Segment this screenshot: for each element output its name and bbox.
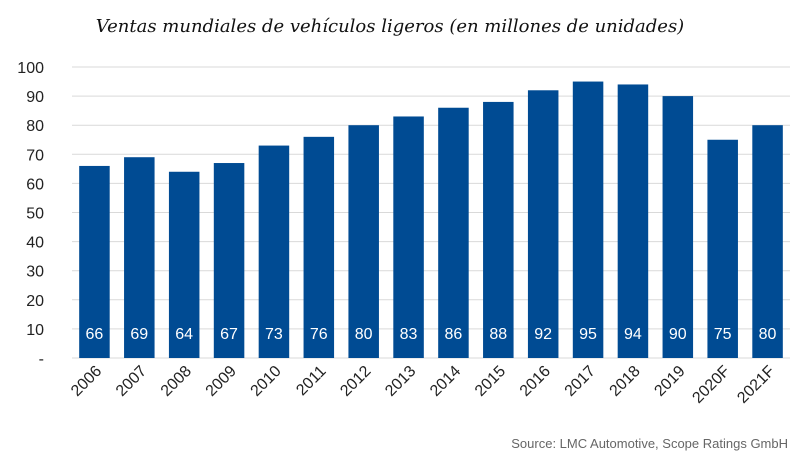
data-label: 76: [310, 326, 328, 343]
x-tick-label: 2009: [203, 363, 240, 400]
bar: [752, 125, 783, 358]
data-label: 80: [759, 326, 777, 343]
bar: [393, 116, 424, 358]
x-tick-label: 2010: [248, 363, 285, 400]
data-labels: 66 69 64 67 73 76 80 83 86 88 92 95 94 90 75 80: [86, 326, 777, 343]
y-tick-label: 80: [26, 118, 44, 135]
y-tick-label: 90: [26, 89, 44, 106]
x-axis-ticks: 2006 2007 2008 2009 2010 2011 2012 2013 2014 2015…: [68, 363, 778, 407]
y-tick-label: 60: [26, 176, 44, 193]
data-label: 94: [624, 326, 642, 343]
bar: [258, 145, 290, 358]
bars: [79, 81, 783, 359]
y-axis-ticks: - 10 20 30 40 50 60 70 80 90 100: [17, 60, 44, 368]
y-tick-label: 20: [26, 293, 44, 310]
x-tick-label: 2016: [517, 363, 554, 400]
x-tick-label: 2006: [68, 363, 105, 400]
bar: [438, 107, 469, 359]
x-tick-label: 2011: [293, 363, 329, 399]
x-tick-label: 2012: [337, 363, 374, 400]
bar: [213, 163, 245, 358]
chart-title: Ventas mundiales de vehículos ligeros (e…: [95, 16, 685, 37]
data-label: 83: [400, 326, 418, 343]
bar: [79, 165, 110, 358]
y-tick-label: -: [39, 351, 44, 368]
data-label: 90: [669, 326, 687, 343]
x-tick-label: 2017: [562, 363, 599, 400]
y-tick-label: 50: [26, 206, 44, 223]
x-tick-label: 2008: [158, 363, 195, 400]
bar: [527, 90, 559, 358]
data-label: 75: [714, 326, 732, 343]
y-tick-label: 70: [26, 147, 44, 164]
bar: [483, 101, 514, 359]
bar: [348, 125, 379, 358]
data-label: 86: [445, 326, 463, 343]
bar: [303, 136, 335, 358]
bar: [707, 139, 738, 358]
data-label: 69: [130, 326, 148, 343]
bar: [662, 96, 694, 358]
data-label: 64: [175, 326, 193, 343]
x-tick-label: 2014: [427, 363, 464, 400]
data-label: 92: [534, 326, 552, 343]
x-tick-label: 2019: [651, 363, 688, 400]
y-tick-label: 40: [26, 235, 44, 252]
data-label: 88: [489, 326, 507, 343]
y-tick-label: 100: [17, 60, 44, 77]
x-tick-label: 2015: [472, 363, 509, 400]
bar: [617, 84, 649, 359]
x-tick-label: 2020F: [689, 363, 733, 407]
data-label: 66: [86, 326, 104, 343]
data-label: 95: [579, 326, 597, 343]
y-tick-label: 30: [26, 264, 44, 281]
x-tick-label: 2021F: [734, 363, 778, 407]
x-tick-label: 2018: [607, 363, 644, 400]
bar: [124, 157, 155, 358]
source-note: Source: LMC Automotive, Scope Ratings Gm…: [511, 436, 788, 451]
data-label: 80: [355, 326, 373, 343]
bar: [168, 171, 200, 358]
data-label: 73: [265, 326, 283, 343]
x-tick-label: 2007: [113, 363, 150, 400]
data-label: 67: [220, 326, 238, 343]
y-tick-label: 10: [26, 322, 44, 339]
bar: [572, 81, 604, 359]
x-tick-label: 2013: [382, 363, 419, 400]
